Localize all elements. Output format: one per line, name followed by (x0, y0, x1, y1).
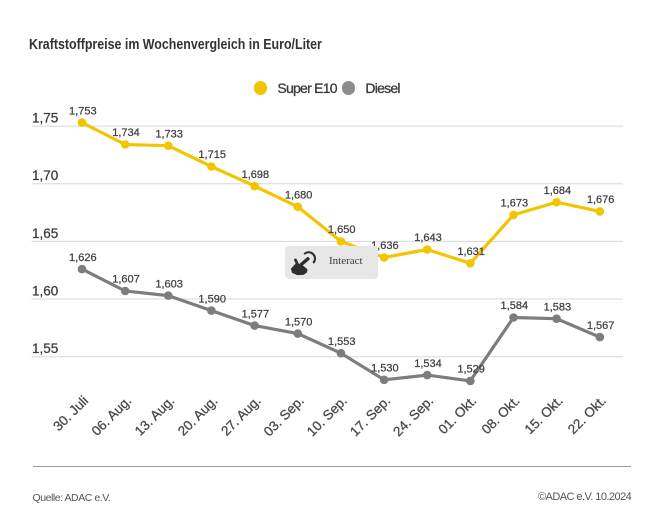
svg-text:1,684: 1,684 (544, 185, 572, 197)
svg-text:1,570: 1,570 (285, 316, 313, 328)
svg-text:1,676: 1,676 (587, 194, 615, 206)
svg-text:06. Aug.: 06. Aug. (89, 393, 135, 439)
svg-text:1,530: 1,530 (371, 363, 399, 375)
svg-text:24. Sep.: 24. Sep. (390, 393, 436, 439)
svg-text:1,603: 1,603 (155, 278, 183, 290)
svg-text:1,715: 1,715 (198, 149, 226, 161)
svg-text:1,643: 1,643 (414, 232, 442, 244)
svg-text:1,65: 1,65 (32, 226, 58, 241)
svg-text:1,650: 1,650 (328, 224, 356, 236)
svg-text:1,734: 1,734 (112, 127, 140, 139)
svg-text:03. Sep.: 03. Sep. (261, 393, 307, 439)
svg-text:13. Aug.: 13. Aug. (132, 393, 178, 439)
svg-text:1,733: 1,733 (155, 128, 183, 140)
svg-text:1,553: 1,553 (328, 336, 356, 348)
svg-text:1,631: 1,631 (457, 246, 485, 258)
svg-text:1,55: 1,55 (32, 341, 58, 356)
svg-text:1,70: 1,70 (32, 168, 58, 183)
svg-text:10. Sep.: 10. Sep. (304, 393, 350, 439)
svg-text:1,75: 1,75 (32, 111, 58, 126)
svg-text:1,753: 1,753 (69, 105, 97, 117)
svg-text:1,60: 1,60 (32, 283, 58, 298)
svg-text:1,607: 1,607 (112, 274, 140, 286)
svg-text:1,534: 1,534 (414, 358, 442, 370)
svg-text:1,583: 1,583 (544, 301, 572, 313)
svg-text:1,584: 1,584 (501, 300, 529, 312)
svg-text:20. Aug.: 20. Aug. (175, 393, 221, 439)
svg-text:15. Okt.: 15. Okt. (522, 393, 566, 437)
svg-text:22. Okt.: 22. Okt. (565, 393, 609, 437)
svg-text:1,680: 1,680 (285, 190, 313, 202)
svg-text:1,673: 1,673 (501, 198, 529, 210)
svg-text:1,577: 1,577 (242, 308, 270, 320)
svg-text:27. Aug.: 27. Aug. (218, 393, 264, 439)
svg-text:17. Sep.: 17. Sep. (347, 393, 393, 439)
svg-text:1,698: 1,698 (242, 169, 270, 181)
svg-text:08. Okt.: 08. Okt. (479, 393, 523, 437)
svg-text:30. Juli: 30. Juli (50, 393, 91, 434)
svg-text:1,567: 1,567 (587, 320, 615, 332)
svg-text:01. Okt.: 01. Okt. (435, 393, 479, 437)
svg-text:1,626: 1,626 (69, 252, 97, 264)
svg-text:1,529: 1,529 (457, 364, 485, 376)
svg-text:1,590: 1,590 (198, 293, 226, 305)
